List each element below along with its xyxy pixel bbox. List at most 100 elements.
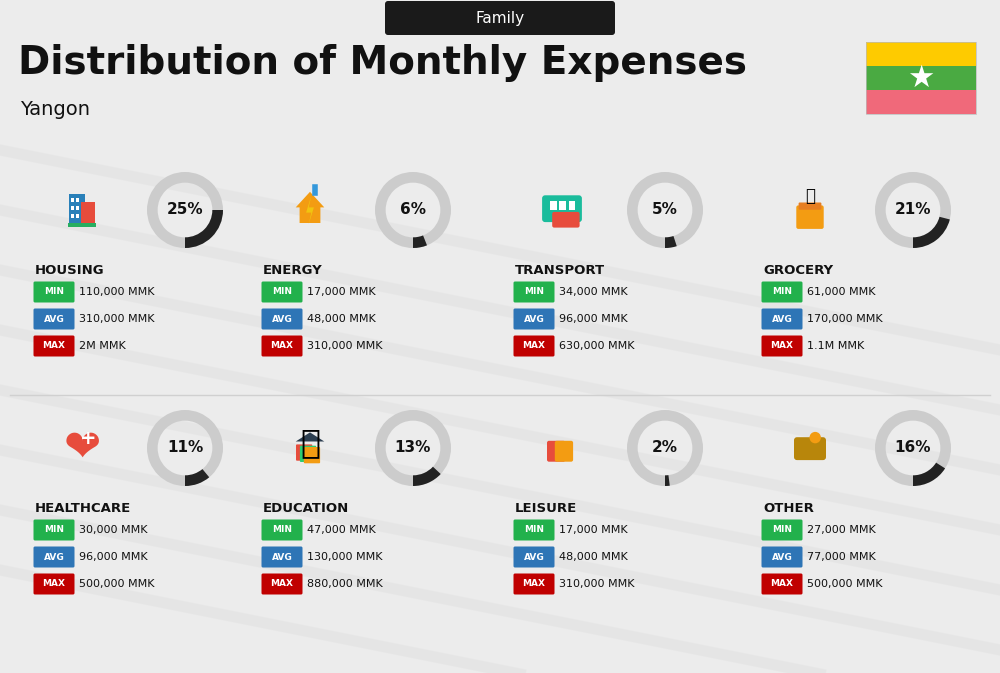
Wedge shape: [665, 236, 677, 248]
FancyBboxPatch shape: [34, 520, 74, 540]
FancyBboxPatch shape: [762, 573, 802, 594]
Polygon shape: [306, 196, 314, 224]
Text: 48,000 MMK: 48,000 MMK: [307, 314, 376, 324]
FancyBboxPatch shape: [34, 336, 74, 357]
FancyBboxPatch shape: [76, 214, 79, 218]
FancyBboxPatch shape: [542, 195, 582, 222]
Text: ❤: ❤: [63, 427, 101, 470]
FancyBboxPatch shape: [794, 437, 826, 460]
Text: 130,000 MMK: 130,000 MMK: [307, 552, 382, 562]
Text: HOUSING: HOUSING: [35, 264, 105, 277]
Bar: [866, 66, 976, 90]
Text: MAX: MAX: [42, 341, 66, 351]
Text: AVG: AVG: [272, 314, 292, 324]
Text: 16%: 16%: [895, 441, 931, 456]
FancyBboxPatch shape: [568, 201, 575, 210]
Text: Family: Family: [475, 11, 525, 26]
Circle shape: [809, 432, 821, 444]
Wedge shape: [147, 172, 223, 248]
Bar: [866, 42, 976, 66]
Text: 48,000 MMK: 48,000 MMK: [559, 552, 628, 562]
Text: 500,000 MMK: 500,000 MMK: [807, 579, 883, 589]
FancyBboxPatch shape: [262, 308, 302, 330]
FancyBboxPatch shape: [514, 336, 554, 357]
Text: MAX: MAX: [270, 341, 294, 351]
Bar: [866, 90, 976, 114]
Polygon shape: [296, 432, 324, 441]
Text: 310,000 MMK: 310,000 MMK: [559, 579, 635, 589]
FancyBboxPatch shape: [69, 194, 85, 223]
Text: 96,000 MMK: 96,000 MMK: [79, 552, 148, 562]
Wedge shape: [913, 217, 950, 248]
FancyBboxPatch shape: [762, 336, 802, 357]
FancyBboxPatch shape: [76, 199, 79, 202]
FancyBboxPatch shape: [514, 520, 554, 540]
Text: 110,000 MMK: 110,000 MMK: [79, 287, 154, 297]
Text: 500,000 MMK: 500,000 MMK: [79, 579, 154, 589]
Wedge shape: [875, 172, 951, 248]
Text: 630,000 MMK: 630,000 MMK: [559, 341, 635, 351]
Text: MAX: MAX: [522, 579, 546, 588]
Text: MIN: MIN: [524, 287, 544, 297]
FancyBboxPatch shape: [296, 444, 312, 461]
Text: 🎓: 🎓: [300, 426, 320, 459]
FancyBboxPatch shape: [762, 308, 802, 330]
Text: 77,000 MMK: 77,000 MMK: [807, 552, 876, 562]
FancyBboxPatch shape: [799, 203, 821, 210]
Text: 🥦: 🥦: [805, 186, 815, 205]
Text: 2M MMK: 2M MMK: [79, 341, 126, 351]
Text: AVG: AVG: [772, 314, 792, 324]
FancyBboxPatch shape: [262, 520, 302, 540]
Text: 11%: 11%: [167, 441, 203, 456]
FancyBboxPatch shape: [68, 223, 96, 227]
Text: TRANSPORT: TRANSPORT: [515, 264, 605, 277]
Text: 2%: 2%: [652, 441, 678, 456]
FancyBboxPatch shape: [552, 212, 580, 227]
FancyBboxPatch shape: [81, 202, 95, 223]
FancyBboxPatch shape: [550, 201, 557, 210]
FancyBboxPatch shape: [514, 573, 554, 594]
Text: EDUCATION: EDUCATION: [263, 502, 349, 515]
Text: MIN: MIN: [272, 287, 292, 297]
FancyBboxPatch shape: [262, 546, 302, 567]
Text: AVG: AVG: [44, 314, 64, 324]
Text: AVG: AVG: [44, 553, 64, 561]
Wedge shape: [185, 210, 223, 248]
Wedge shape: [375, 172, 451, 248]
Text: 17,000 MMK: 17,000 MMK: [559, 525, 628, 535]
Text: 25%: 25%: [167, 203, 203, 217]
Text: 17,000 MMK: 17,000 MMK: [307, 287, 376, 297]
Text: 1.1M MMK: 1.1M MMK: [807, 341, 864, 351]
FancyBboxPatch shape: [514, 546, 554, 567]
Polygon shape: [296, 192, 324, 223]
Text: MIN: MIN: [772, 526, 792, 534]
Wedge shape: [875, 410, 951, 486]
Wedge shape: [665, 475, 670, 486]
FancyBboxPatch shape: [762, 520, 802, 540]
Wedge shape: [627, 172, 703, 248]
Text: HEALTHCARE: HEALTHCARE: [35, 502, 131, 515]
Text: AVG: AVG: [524, 314, 544, 324]
Text: ENERGY: ENERGY: [263, 264, 323, 277]
Text: 96,000 MMK: 96,000 MMK: [559, 314, 628, 324]
FancyBboxPatch shape: [555, 441, 573, 462]
Text: 61,000 MMK: 61,000 MMK: [807, 287, 876, 297]
FancyBboxPatch shape: [514, 281, 554, 302]
Text: MIN: MIN: [772, 287, 792, 297]
FancyBboxPatch shape: [34, 573, 74, 594]
Text: 47,000 MMK: 47,000 MMK: [307, 525, 376, 535]
FancyBboxPatch shape: [547, 441, 565, 462]
Wedge shape: [913, 462, 945, 486]
FancyBboxPatch shape: [262, 573, 302, 594]
FancyBboxPatch shape: [71, 214, 74, 218]
Text: 170,000 MMK: 170,000 MMK: [807, 314, 883, 324]
Text: 27,000 MMK: 27,000 MMK: [807, 525, 876, 535]
FancyBboxPatch shape: [559, 201, 566, 210]
FancyBboxPatch shape: [262, 281, 302, 302]
FancyBboxPatch shape: [762, 546, 802, 567]
Wedge shape: [627, 410, 703, 486]
Text: AVG: AVG: [772, 553, 792, 561]
Text: MAX: MAX: [522, 341, 546, 351]
Text: GROCERY: GROCERY: [763, 264, 833, 277]
Text: LEISURE: LEISURE: [515, 502, 577, 515]
